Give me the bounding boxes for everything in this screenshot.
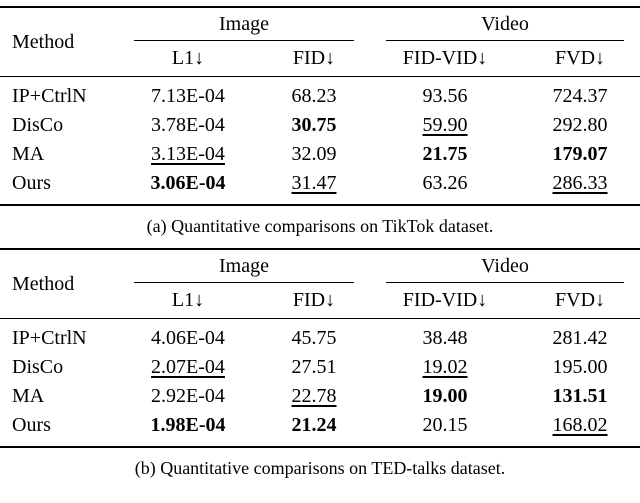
table-row: IP+CtrlN 7.13E-04 68.23 93.56 724.37 — [0, 77, 640, 112]
metric-value-cell: 20.15 — [422, 414, 468, 436]
metric-value-cell: 3.06E-04 — [150, 172, 226, 194]
metric-header-l1: L1↓ — [118, 283, 258, 319]
table-body: IP+CtrlN 7.13E-04 68.23 93.56 724.37 DisCo 3.7… — [0, 77, 640, 206]
metric-header-fvd: FVD↓ — [520, 283, 640, 319]
metric-value-cell: 131.51 — [552, 385, 608, 407]
table-section-a: Method Image Video L1↓ FID↓ FID-VID↓ FVD… — [0, 6, 640, 248]
metric-value-cell: 3.78E-04 — [151, 114, 225, 136]
metric-value-cell: 3.13E-04 — [151, 143, 225, 165]
metric-header-row: L1↓ FID↓ FID-VID↓ FVD↓ — [0, 283, 640, 319]
image-group-label: Image — [134, 8, 355, 41]
group-header-image: Image — [118, 249, 370, 283]
metric-value-cell: 19.02 — [422, 356, 468, 378]
method-cell: Ours — [12, 414, 51, 436]
metric-value-cell: 195.00 — [552, 356, 608, 378]
metric-value-cell: 30.75 — [291, 114, 337, 136]
metric-value-cell: 45.75 — [291, 327, 337, 349]
image-group-label: Image — [134, 250, 355, 283]
method-cell: DisCo — [12, 114, 64, 136]
results-table-tiktok: Method Image Video L1↓ FID↓ FID-VID↓ FVD… — [0, 6, 640, 206]
metric-header-fvd: FVD↓ — [520, 41, 640, 77]
metric-value-cell: 68.23 — [291, 85, 337, 107]
paper-results-page: Method Image Video L1↓ FID↓ FID-VID↓ FVD… — [0, 6, 640, 490]
metric-value-cell: 724.37 — [552, 85, 608, 107]
metric-value-cell: 93.56 — [422, 85, 468, 107]
method-cell: Ours — [12, 172, 51, 194]
metric-value-cell: 4.06E-04 — [151, 327, 225, 349]
metric-value-cell: 179.07 — [552, 143, 608, 165]
table-row: DisCo 2.07E-04 27.51 19.02 195.00 — [0, 353, 640, 382]
method-cell: MA — [12, 385, 45, 407]
group-header-video: Video — [370, 249, 640, 283]
metric-value-cell: 38.48 — [422, 327, 468, 349]
table-row: IP+CtrlN 4.06E-04 45.75 38.48 281.42 — [0, 319, 640, 354]
table-row: Ours 3.06E-04 31.47 63.26 286.33 — [0, 169, 640, 205]
method-cell: DisCo — [12, 356, 64, 378]
method-cell: IP+CtrlN — [12, 327, 87, 349]
group-header-row: Method Image Video — [0, 7, 640, 77]
table-section-b: Method Image Video L1↓ FID↓ FID-VID↓ FVD… — [0, 248, 640, 490]
metric-value-cell: 31.47 — [291, 172, 337, 194]
table-row: DisCo 3.78E-04 30.75 59.90 292.80 — [0, 111, 640, 140]
method-cell: MA — [12, 143, 45, 165]
metric-value-cell: 1.98E-04 — [150, 414, 226, 436]
metric-value-cell: 19.00 — [422, 385, 468, 407]
group-header-row: Method Image Video — [0, 249, 640, 319]
metric-value-cell: 59.90 — [422, 114, 468, 136]
table-row: MA 2.92E-04 22.78 19.00 131.51 — [0, 382, 640, 411]
metric-header-l1: L1↓ — [118, 41, 258, 77]
metric-value-cell: 32.09 — [291, 143, 337, 165]
metric-value-cell: 63.26 — [422, 172, 468, 194]
metric-value-cell: 27.51 — [291, 356, 337, 378]
method-cell: IP+CtrlN — [12, 85, 87, 107]
table-caption-a: (a) Quantitative comparisons on TikTok d… — [146, 216, 494, 236]
metric-value-cell: 21.24 — [291, 414, 337, 436]
metric-header-fid: FID↓ — [258, 41, 371, 77]
group-header-image: Image — [118, 7, 370, 41]
metric-header-fid-vid: FID-VID↓ — [370, 41, 521, 77]
metric-value-cell: 2.07E-04 — [151, 356, 225, 378]
method-column-header: Method — [0, 7, 118, 77]
metric-header-fid: FID↓ — [258, 283, 371, 319]
metric-header-fid-vid: FID-VID↓ — [370, 283, 521, 319]
table-row: MA 3.13E-04 32.09 21.75 179.07 — [0, 140, 640, 169]
group-header-video: Video — [370, 7, 640, 41]
table-header: Method Image Video L1↓ FID↓ FID-VID↓ FVD… — [0, 249, 640, 319]
metric-value-cell: 2.92E-04 — [151, 385, 225, 407]
metric-value-cell: 281.42 — [552, 327, 608, 349]
method-column-header: Method — [0, 249, 118, 319]
metric-value-cell: 292.80 — [552, 114, 608, 136]
metric-value-cell: 7.13E-04 — [151, 85, 225, 107]
video-group-label: Video — [386, 8, 625, 41]
metric-value-cell: 21.75 — [422, 143, 468, 165]
metric-value-cell: 286.33 — [552, 172, 608, 194]
metric-header-row: L1↓ FID↓ FID-VID↓ FVD↓ — [0, 41, 640, 77]
results-table-ted-talks: Method Image Video L1↓ FID↓ FID-VID↓ FVD… — [0, 248, 640, 448]
metric-value-cell: 168.02 — [552, 414, 608, 436]
table-row: Ours 1.98E-04 21.24 20.15 168.02 — [0, 411, 640, 447]
table-caption-b: (b) Quantitative comparisons on TED-talk… — [134, 458, 506, 478]
table-body: IP+CtrlN 4.06E-04 45.75 38.48 281.42 DisCo 2.0… — [0, 319, 640, 448]
video-group-label: Video — [386, 250, 625, 283]
table-header: Method Image Video L1↓ FID↓ FID-VID↓ FVD… — [0, 7, 640, 77]
metric-value-cell: 22.78 — [291, 385, 337, 407]
